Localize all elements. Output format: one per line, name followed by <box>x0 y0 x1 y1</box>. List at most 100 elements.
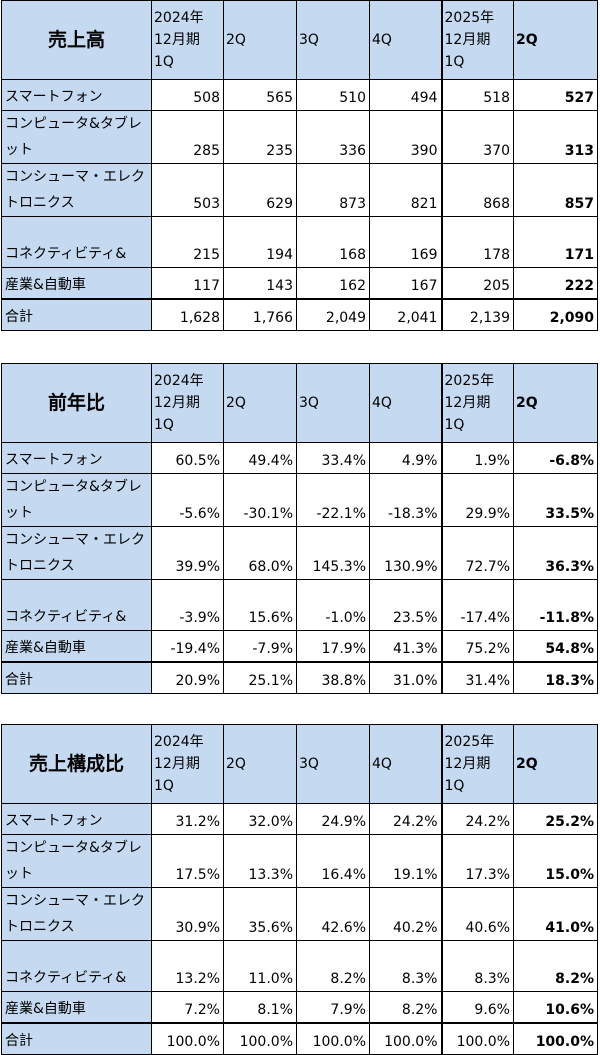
row-label: 産業&自動車 <box>1 630 152 663</box>
cell: 60.5% <box>151 442 224 474</box>
cell: 162 <box>296 267 370 300</box>
cell: 10.6% <box>513 991 598 1024</box>
cell: 39.9% <box>151 526 224 580</box>
cell: 518 <box>440 79 514 111</box>
cell: 100.0% <box>440 1022 514 1055</box>
cell: 629 <box>223 163 297 217</box>
cell: 35.6% <box>223 887 297 941</box>
cell: 7.2% <box>151 991 224 1024</box>
cell: 873 <box>296 163 370 217</box>
cell: 8.3% <box>369 940 442 992</box>
cell: 390 <box>369 110 442 164</box>
table-row: スマートフォン 31.2% 32.0% 24.9% 24.2% 24.2% 25… <box>1 803 598 835</box>
cell: 42.6% <box>296 887 370 941</box>
row-label: コンピュータ&タブレット <box>1 110 152 164</box>
cell: 503 <box>151 163 224 217</box>
header-2025-1q: 2025年 12月期 1Q <box>440 363 514 443</box>
header-row: 前年比 2024年 12月期 1Q 2Q 3Q 4Q 2025年 12月期 1Q 2Q <box>1 363 598 443</box>
cell: 31.4% <box>440 661 514 694</box>
table-row: コンピュータ&タブレット 17.5% 13.3% 16.4% 19.1% 17.… <box>1 834 598 888</box>
cell: 11.0% <box>223 940 297 992</box>
cell: 370 <box>440 110 514 164</box>
cell: 41.0% <box>513 887 598 941</box>
cell: 565 <box>223 79 297 111</box>
table-row: 産業&自動車 -19.4% -7.9% 17.9% 41.3% 75.2% 54… <box>1 630 598 663</box>
header-row: 売上高 2024年 12月期 1Q 2Q 3Q 4Q 2025年 12月期 1Q 2Q <box>1 0 598 80</box>
cell: 285 <box>151 110 224 164</box>
row-label: コンピュータ&タブレット <box>1 473 152 527</box>
cell: 1,628 <box>151 298 224 331</box>
cell: 313 <box>513 110 598 164</box>
cell: 17.5% <box>151 834 224 888</box>
cell: -30.1% <box>223 473 297 527</box>
row-label: コネクティビティ& <box>1 216 152 268</box>
cell: 2,049 <box>296 298 370 331</box>
table-title: 売上高 <box>1 0 152 80</box>
cell: 40.2% <box>369 887 442 941</box>
row-label: コンシューマ・エレクトロニクス <box>1 526 152 580</box>
header-2024-4q: 4Q <box>369 724 442 804</box>
cell: 510 <box>296 79 370 111</box>
header-2024-3q: 3Q <box>296 363 370 443</box>
cell: 235 <box>223 110 297 164</box>
cell: 168 <box>296 216 370 268</box>
cell: -6.8% <box>513 442 598 474</box>
cell: 25.2% <box>513 803 598 835</box>
header-2024-3q: 3Q <box>296 0 370 80</box>
cell: -5.6% <box>151 473 224 527</box>
table-row: コンシューマ・エレクトロニクス 503 629 873 821 868 857 <box>1 163 598 217</box>
row-label: コネクティビティ& <box>1 579 152 631</box>
table-row: コネクティビティ& 13.2% 11.0% 8.2% 8.3% 8.3% 8.2… <box>1 940 598 992</box>
row-label: 合計 <box>1 298 152 331</box>
cell: 32.0% <box>223 803 297 835</box>
cell: 205 <box>440 267 514 300</box>
cell: 20.9% <box>151 661 224 694</box>
header-2024-1q: 2024年 12月期 1Q <box>151 363 224 443</box>
cell: 36.3% <box>513 526 598 580</box>
cell: 38.8% <box>296 661 370 694</box>
cell: 8.1% <box>223 991 297 1024</box>
cell: 169 <box>369 216 442 268</box>
cell: 178 <box>440 216 514 268</box>
cell: 25.1% <box>223 661 297 694</box>
cell: 2,139 <box>440 298 514 331</box>
cell: 15.0% <box>513 834 598 888</box>
cell: 24.9% <box>296 803 370 835</box>
cell: 24.2% <box>369 803 442 835</box>
cell: 143 <box>223 267 297 300</box>
cell: 145.3% <box>296 526 370 580</box>
table-row: コンシューマ・エレクトロニクス 30.9% 35.6% 42.6% 40.2% … <box>1 887 598 941</box>
header-2024-4q: 4Q <box>369 0 442 80</box>
cell: 8.2% <box>369 991 442 1024</box>
cell: 100.0% <box>223 1022 297 1055</box>
header-2024-2q: 2Q <box>223 363 297 443</box>
row-label: コンシューマ・エレクトロニクス <box>1 887 152 941</box>
cell: -22.1% <box>296 473 370 527</box>
cell: 9.6% <box>440 991 514 1024</box>
row-label: コネクティビティ& <box>1 940 152 992</box>
cell: 4.9% <box>369 442 442 474</box>
cell: 1,766 <box>223 298 297 331</box>
cell: 100.0% <box>151 1022 224 1055</box>
row-label: 合計 <box>1 661 152 694</box>
cell: 30.9% <box>151 887 224 941</box>
table-row: コネクティビティ& 215 194 168 169 178 171 <box>1 216 598 268</box>
table-row: スマートフォン 508 565 510 494 518 527 <box>1 79 598 111</box>
yoy-table: 前年比 2024年 12月期 1Q 2Q 3Q 4Q 2025年 12月期 1Q 2Q … <box>1 363 598 694</box>
header-2024-4q: 4Q <box>369 363 442 443</box>
cell: 821 <box>369 163 442 217</box>
cell: 17.9% <box>296 630 370 663</box>
cell: 24.2% <box>440 803 514 835</box>
total-row: 合計 1,628 1,766 2,049 2,041 2,139 2,090 <box>1 298 598 331</box>
row-label: 産業&自動車 <box>1 267 152 300</box>
cell: -19.4% <box>151 630 224 663</box>
sales-table: 売上高 2024年 12月期 1Q 2Q 3Q 4Q 2025年 12月期 1Q 2Q … <box>1 0 598 331</box>
cell: 18.3% <box>513 661 598 694</box>
cell: 72.7% <box>440 526 514 580</box>
cell: 16.4% <box>296 834 370 888</box>
header-2025-2q: 2Q <box>513 363 598 443</box>
header-2025-1q: 2025年 12月期 1Q <box>440 0 514 80</box>
cell: -3.9% <box>151 579 224 631</box>
cell: 171 <box>513 216 598 268</box>
cell: 29.9% <box>440 473 514 527</box>
